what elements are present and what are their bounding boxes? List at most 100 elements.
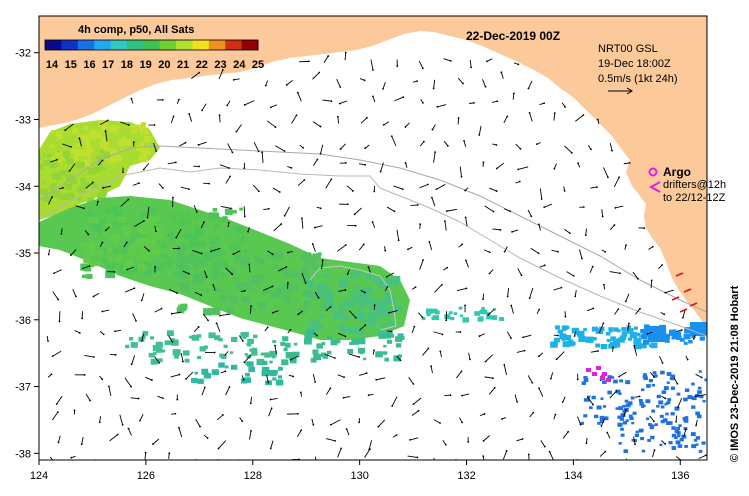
sst-pixel — [378, 332, 386, 339]
current-vector — [368, 267, 371, 273]
current-vector-tip — [101, 310, 104, 313]
current-vector-tip — [302, 146, 304, 149]
sst-pixel — [167, 232, 174, 238]
sst-pixel — [239, 207, 243, 211]
current-vector-tip — [422, 140, 425, 143]
sst-pixel — [358, 270, 363, 274]
current-vector — [50, 159, 58, 163]
current-vector-tip — [607, 176, 609, 179]
sst-pixel — [172, 349, 181, 356]
sst-pixel — [123, 229, 132, 236]
current-vector — [261, 152, 264, 163]
current-vector-tip — [122, 171, 124, 174]
sst-pixel — [140, 228, 149, 235]
sst-pixel — [683, 418, 689, 423]
current-vector — [483, 249, 490, 253]
current-vector — [585, 228, 587, 236]
sst-pixel — [280, 341, 286, 346]
current-vector-tip — [113, 270, 116, 273]
sst-pixel — [553, 338, 559, 343]
sst-pixel — [385, 313, 389, 317]
current-vector-tip — [221, 465, 223, 467]
current-vector — [244, 100, 255, 106]
sst-pixel — [130, 237, 136, 242]
sst-pixel — [197, 274, 206, 282]
current-vector-tip — [311, 243, 314, 245]
sst-pixel — [176, 263, 184, 270]
current-vector-tip — [313, 226, 316, 229]
current-vector — [79, 138, 82, 147]
sst-pixel — [189, 335, 193, 339]
sst-pixel — [330, 339, 338, 346]
sst-pixel — [83, 257, 91, 264]
sst-pixel — [106, 147, 112, 151]
current-vector-tip — [537, 252, 540, 255]
current-vector — [201, 103, 207, 111]
sst-pixel — [244, 250, 249, 254]
current-vector-tip — [554, 413, 557, 416]
sst-pixel — [166, 330, 174, 336]
sst-pixel — [99, 219, 106, 225]
current-vector — [323, 55, 329, 64]
sst-pixel — [142, 331, 149, 336]
sst-pixel — [99, 209, 104, 213]
sst-pixel — [145, 217, 150, 221]
current-vector — [488, 387, 496, 395]
current-vector — [297, 310, 303, 315]
sst-pixel — [339, 282, 347, 288]
current-vector-tip — [444, 220, 446, 223]
sst-pixel — [179, 256, 190, 264]
sst-pixel — [81, 181, 89, 188]
current-vector-tip — [517, 168, 520, 171]
current-vector — [147, 206, 150, 218]
current-vector — [563, 228, 571, 234]
current-vector-tip — [570, 151, 573, 154]
current-vector — [263, 208, 269, 211]
current-vector-tip — [456, 464, 458, 466]
sst-pixel — [491, 315, 498, 320]
current-vector-tip — [64, 129, 67, 132]
sst-pixel — [695, 436, 701, 440]
current-vector — [383, 121, 390, 126]
sst-pixel — [223, 344, 228, 348]
sst-pixel — [642, 339, 650, 345]
current-vector-tip — [568, 232, 571, 235]
current-vector-tip — [70, 456, 73, 459]
sst-pixel — [595, 343, 601, 348]
sst-pixel — [384, 357, 390, 362]
sst-pixel — [352, 297, 356, 301]
sst-pixel — [129, 337, 134, 341]
current-vector-tip — [55, 463, 57, 465]
sst-pixel — [358, 347, 366, 354]
sst-pixel — [368, 314, 378, 322]
sst-pixel — [224, 365, 229, 369]
sst-pixel — [229, 291, 234, 295]
current-vector-tip — [203, 386, 206, 389]
sst-pixel — [150, 358, 159, 365]
y-tick-label: -34 — [15, 181, 31, 193]
current-vector-tip — [271, 311, 274, 314]
sst-pixel — [676, 431, 681, 435]
sst-pixel — [660, 405, 665, 409]
current-vector-tip — [496, 100, 499, 103]
current-vector — [336, 79, 341, 88]
current-vector — [178, 427, 183, 438]
sst-pixel — [140, 211, 148, 218]
sst-pixel — [83, 135, 91, 142]
current-vector-tip — [221, 69, 224, 71]
sst-pixel — [577, 330, 585, 337]
sst-pixel — [87, 262, 95, 268]
current-vector — [180, 186, 190, 190]
current-vector-tip — [121, 423, 124, 426]
sst-pixel — [642, 374, 648, 379]
current-vector — [405, 122, 410, 128]
sst-pixel — [240, 378, 248, 384]
current-vector-tip — [151, 443, 154, 446]
current-vector — [586, 396, 594, 405]
current-vector — [409, 437, 419, 441]
sst-pixel — [271, 355, 276, 359]
sst-pixel — [690, 432, 696, 437]
sst-pixel — [626, 325, 632, 330]
current-vector-tip — [118, 468, 120, 470]
current-vector-tip — [208, 182, 210, 185]
